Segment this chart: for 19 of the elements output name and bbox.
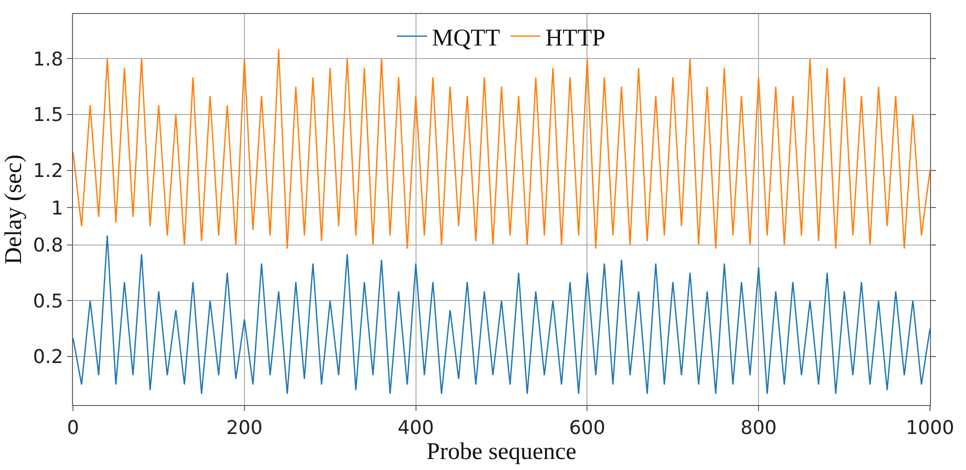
- y-tick-label: 0.8: [32, 234, 64, 257]
- y-tick-label: 1.5: [32, 104, 64, 126]
- y-tick-label: 0.5: [32, 290, 64, 312]
- legend-label: HTTP: [545, 25, 606, 52]
- x-tick-label: 400: [398, 416, 434, 439]
- x-axis-title: Probe sequence: [426, 438, 576, 465]
- x-tick-label: 800: [740, 416, 777, 439]
- x-tick-label: 0: [66, 416, 80, 439]
- legend-label: MQTT: [432, 25, 500, 52]
- y-tick-label: 1.2: [32, 160, 64, 182]
- x-tick-label: 600: [569, 416, 606, 439]
- line-series: [73, 48, 930, 250]
- y-axis-title: Delay (sec): [1, 154, 28, 264]
- x-tick-label: 1000: [906, 416, 954, 439]
- line-series: [73, 234, 930, 394]
- y-tick-label: 1: [51, 197, 64, 220]
- y-tick-label: 0.2: [32, 346, 64, 368]
- x-tick-label: 200: [226, 416, 263, 439]
- y-tick-label: 1.8: [32, 48, 64, 70]
